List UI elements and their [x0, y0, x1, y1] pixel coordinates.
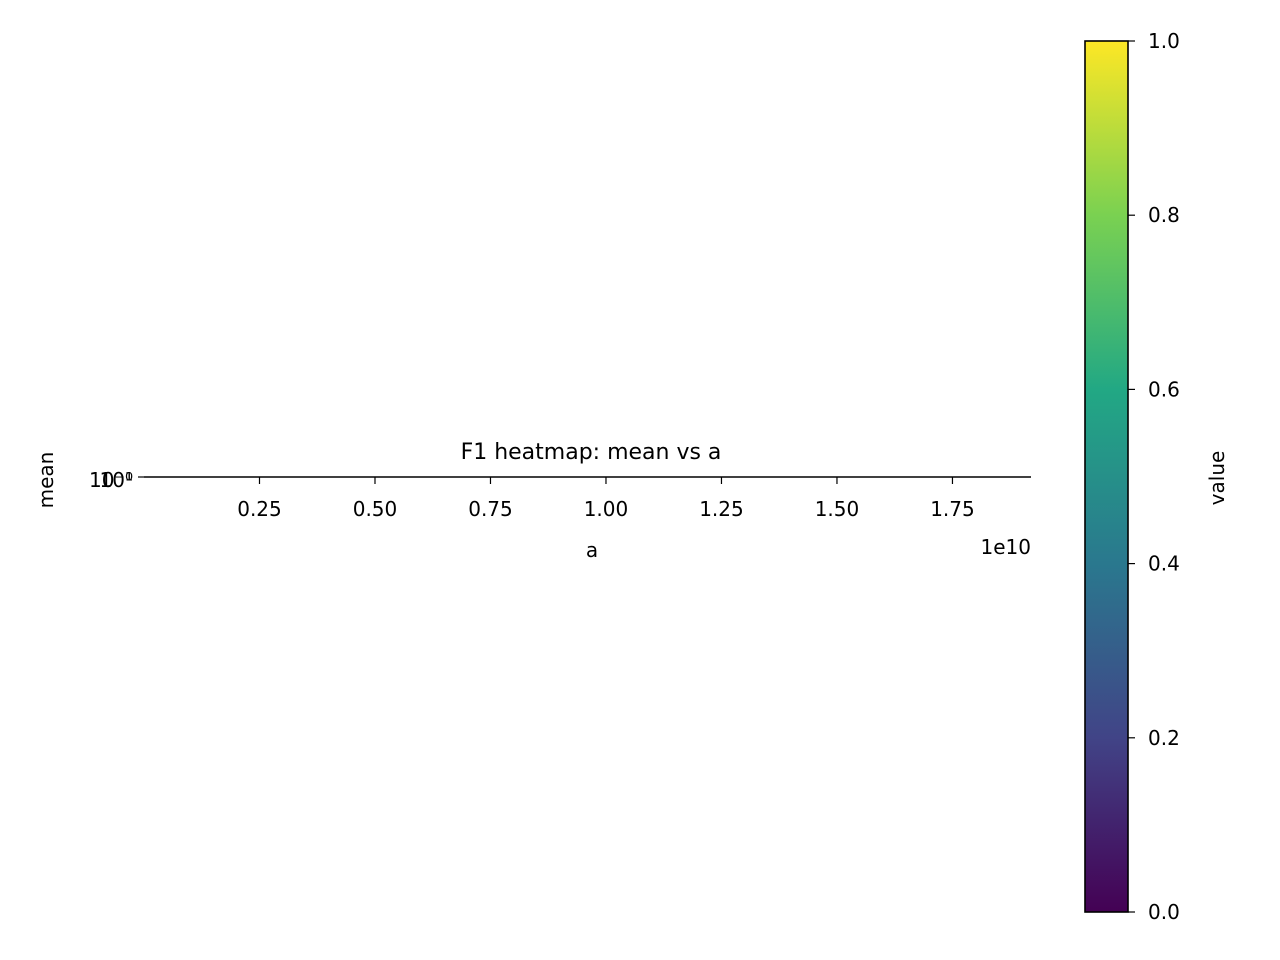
colorbar-label: value — [1205, 451, 1229, 506]
x-tick-label: 1.25 — [699, 497, 744, 521]
x-tick-label: 0.50 — [353, 497, 398, 521]
colorbar-tick-label: 1.0 — [1148, 29, 1180, 53]
x-tick-label: 1.00 — [584, 497, 629, 521]
colorbar-tick-label: 0.2 — [1148, 726, 1180, 750]
colorbar-tick-label: 0.8 — [1148, 203, 1180, 227]
colorbar-tick-label: 0.0 — [1148, 900, 1180, 924]
x-tick-label: 0.75 — [468, 497, 513, 521]
colorbar-gradient — [1084, 40, 1129, 913]
colorbar: 0.0 0.2 0.4 0.6 0.8 1.0 value — [1084, 29, 1229, 924]
x-axis-ticks: 0.25 0.50 0.75 1.00 1.25 1.50 1.75 — [237, 477, 975, 521]
chart-title: F1 heatmap: mean vs a — [461, 440, 722, 465]
x-tick-label: 1.50 — [815, 497, 860, 521]
y-axis-label: mean — [34, 452, 58, 509]
colorbar-tick-label: 0.6 — [1148, 377, 1180, 401]
colorbar-tick-label: 0.4 — [1148, 552, 1180, 576]
plot-area: 0.25 0.50 0.75 1.00 1.25 1.50 1.75 — [138, 476, 1031, 521]
colorbar-ticks: 0.0 0.2 0.4 0.6 0.8 1.0 — [1128, 29, 1180, 924]
y-tick-label-lower: 10⁰ — [100, 468, 133, 492]
x-axis-label: a — [586, 538, 598, 562]
x-axis-offset-label: 1e10 — [981, 535, 1031, 559]
y-tick-label-upper: 10⁻¹ — [89, 468, 133, 492]
x-tick-label: 1.75 — [930, 497, 975, 521]
x-tick-label: 0.25 — [237, 497, 282, 521]
